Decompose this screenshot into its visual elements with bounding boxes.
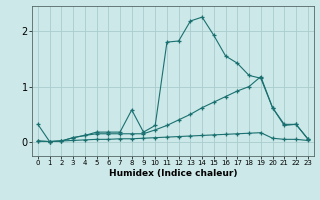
X-axis label: Humidex (Indice chaleur): Humidex (Indice chaleur) bbox=[108, 169, 237, 178]
